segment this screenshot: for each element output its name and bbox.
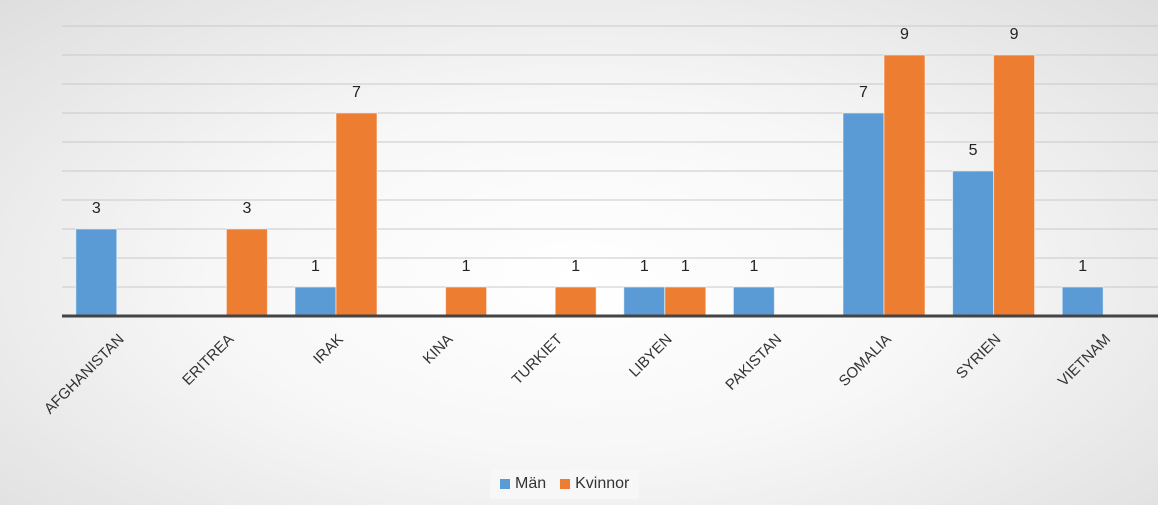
data-label: 7 — [352, 84, 361, 101]
bar-irak-man — [294, 286, 337, 317]
data-label: 3 — [92, 200, 101, 217]
x-tick-label: TURKIET — [509, 331, 566, 388]
x-tick-label: SYRIEN — [953, 331, 1005, 383]
bar-kina-kvinnor — [445, 286, 488, 317]
data-label: 1 — [749, 258, 758, 275]
bar-eritrea-kvinnor — [225, 228, 268, 317]
bar-vietnam-man — [1061, 286, 1104, 317]
x-tick-label: PAKISTAN — [722, 331, 785, 394]
data-label: 1 — [311, 258, 320, 275]
bar-afghanistan-man — [75, 228, 118, 317]
bar-libyen-kvinnor — [664, 286, 707, 317]
data-label: 9 — [900, 26, 909, 43]
x-tick-label: KINA — [420, 331, 457, 368]
legend-item-man: Män — [500, 475, 546, 493]
x-tick-label: ERITREA — [179, 331, 237, 389]
bar-somalia-kvinnor — [883, 54, 926, 317]
bar-irak-kvinnor — [335, 112, 378, 317]
legend-item-kvinnor: Kvinnor — [560, 475, 629, 493]
x-tick-label: AFGHANISTAN — [41, 331, 128, 418]
bar-libyen-man — [623, 286, 666, 317]
legend: Män Kvinnor — [490, 469, 640, 499]
data-label: 1 — [462, 258, 471, 275]
data-label: 1 — [571, 258, 580, 275]
data-labels: 3 3 1 7 1 1 1 1 1 7 9 5 9 1 — [92, 26, 1087, 275]
x-tick-label: VIETNAM — [1055, 331, 1114, 390]
bar-syrien-kvinnor — [993, 54, 1036, 317]
data-label: 5 — [969, 142, 978, 159]
legend-swatch-man — [500, 479, 510, 489]
x-axis-tick-labels: AFGHANISTAN ERITREA IRAK KINA TURKIET LIBYEN P… — [41, 331, 1114, 418]
data-label: 1 — [640, 258, 649, 275]
bar-somalia-man — [842, 112, 885, 317]
bar-syrien-man — [952, 170, 995, 317]
data-label: 1 — [1078, 258, 1087, 275]
x-tick-label: SOMALIA — [836, 331, 895, 390]
data-label: 1 — [681, 258, 690, 275]
legend-swatch-kvinnor — [560, 479, 571, 489]
x-tick-label: IRAK — [310, 331, 347, 368]
data-label: 9 — [1010, 26, 1019, 43]
legend-label-kvinnor: Kvinnor — [575, 475, 630, 492]
x-tick-label: LIBYEN — [626, 331, 676, 381]
data-label: 3 — [242, 200, 251, 217]
data-label: 7 — [859, 84, 868, 101]
bar-pakistan-man — [732, 286, 775, 317]
bar-turkiet-kvinnor — [554, 286, 597, 317]
legend-label-man: Män — [515, 475, 547, 492]
bars — [75, 54, 1104, 317]
